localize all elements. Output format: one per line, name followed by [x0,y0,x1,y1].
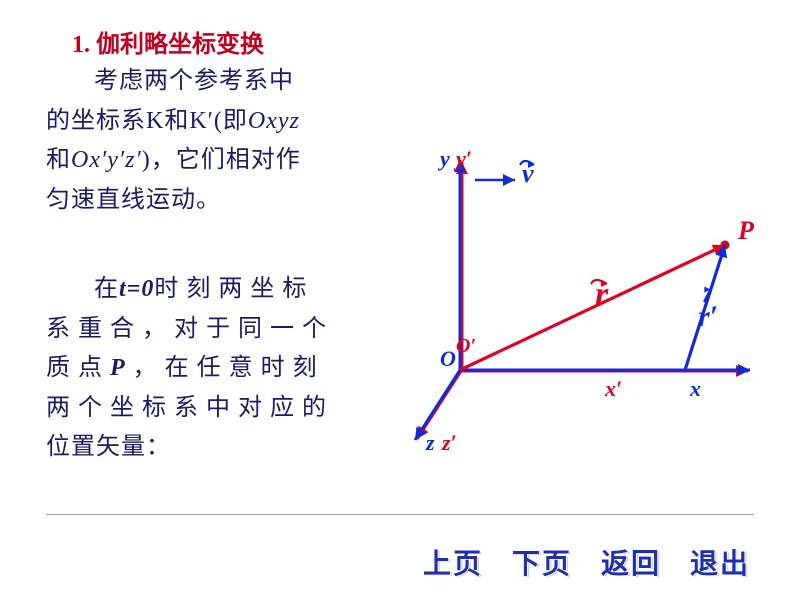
slide: 1. 伽利略坐标变换 考虑两个参考系中 的坐标系K和K′(即Oxyz 和Ox′y… [0,0,800,600]
p1-Oxyz: Oxyz [248,108,300,134]
horizontal-rule [46,514,754,515]
label-Oprime: O′ [456,335,476,358]
p2-l4: 两 个 坐 标 系 中 对 应 的 [46,395,327,421]
label-z: z [426,430,435,456]
nav-exit[interactable]: 退出 [690,549,750,580]
p1-l3a: 和 [46,147,71,173]
coordinate-diagram: yy′ v Pr r′ OO′ x′ x z z′ [380,130,780,460]
p1-l3b: )，它们相对作 [142,147,301,173]
nav-bar: 上页 下页 返回 退出 [0,542,800,582]
label-rprime: r′ [698,300,718,334]
label-r: r [595,276,608,314]
nav-prev[interactable]: 上页 [423,549,483,580]
label-P: P [738,216,754,246]
label-v: v [522,159,534,189]
paragraph-1: 考虑两个参考系中 的坐标系K和K′(即Oxyz 和Ox′y′z′)，它们相对作 … [46,62,371,220]
axis-x [460,364,750,376]
p2-P: P [110,355,126,381]
p2-l3b: ， 在 任 意 时 刻 [133,355,318,381]
p2-l2: 系 重 合 ， 对 于 同 一 个 [46,316,327,342]
label-xprime: x′ [605,376,622,402]
nav-back[interactable]: 返回 [601,549,661,580]
p2-t0: t=0 [119,276,154,302]
diagram-svg [380,130,780,460]
p1-l1: 考虑两个参考系中 [94,68,294,94]
section-heading: 1. 伽利略坐标变换 [72,24,264,59]
vector-r [460,245,725,370]
label-O: O [440,346,456,372]
label-zprime: z′ [442,430,457,456]
p2-l5: 位置矢量： [46,434,171,460]
p1-l4: 匀速直线运动。 [46,187,221,213]
p2-l3a: 质 点 [46,355,103,381]
paragraph-2: 在t=0时 刻 两 坐 标 系 重 合 ， 对 于 同 一 个 质 点 P ， … [46,270,366,468]
p2-l1b: 时 刻 两 坐 标 [154,276,307,302]
label-x: x [690,376,701,402]
p1-l2a: 的坐标系K和K′(即 [46,108,248,134]
vector-v [475,174,515,186]
p2-l1a: 在 [94,276,119,302]
nav-next[interactable]: 下页 [512,549,572,580]
label-yprime: y′ [456,146,472,172]
label-yy: y [440,146,450,172]
p1-Oxpyz: Ox′y′z′ [71,147,142,173]
